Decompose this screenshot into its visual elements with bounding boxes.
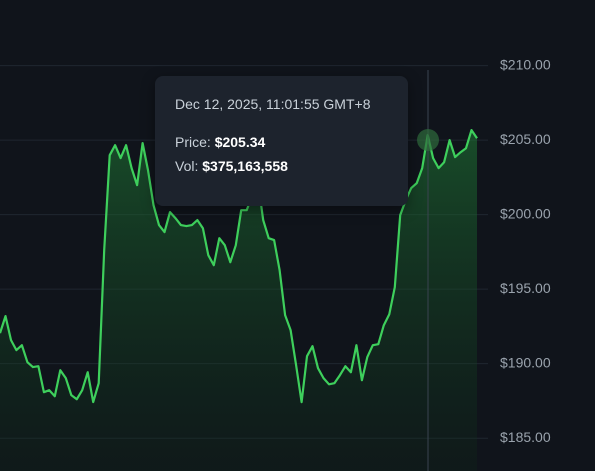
y-tick-label: $210.00 [500, 56, 551, 72]
y-tick-label: $200.00 [500, 205, 551, 221]
price-value: $205.34 [214, 134, 266, 150]
price-label: Price: [175, 134, 211, 150]
price-line [0, 129, 478, 404]
y-tick-label: $205.00 [500, 131, 551, 147]
hover-halo [417, 129, 439, 151]
y-tick-label: $190.00 [500, 354, 551, 370]
y-tick-label: $195.00 [500, 280, 551, 296]
y-tick-label: $185.00 [500, 429, 551, 445]
vol-label: Vol: [175, 158, 199, 174]
area-fill [0, 130, 477, 471]
tooltip: Dec 12, 2025, 11:01:55 GMT+8 Price: $205… [155, 76, 408, 206]
vol-value: $375,163,558 [202, 158, 288, 174]
tooltip-date: Dec 12, 2025, 11:01:55 GMT+8 [175, 96, 371, 112]
